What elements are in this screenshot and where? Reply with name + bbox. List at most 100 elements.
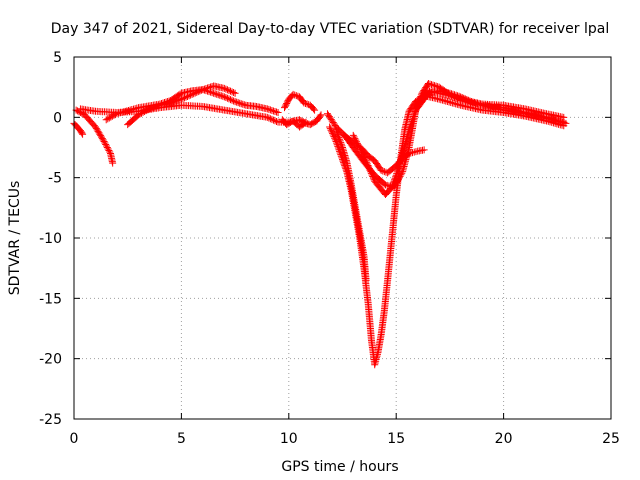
data-point	[220, 93, 228, 101]
data-point	[333, 127, 341, 135]
data-point	[217, 92, 225, 100]
data-point	[174, 96, 182, 104]
series-pass-b	[72, 106, 117, 167]
data-point	[240, 101, 248, 109]
series-pass-d	[102, 86, 282, 124]
data-point	[365, 163, 373, 171]
data-point	[92, 124, 100, 132]
data-point	[107, 113, 115, 121]
x-tick-label: 25	[602, 431, 620, 447]
data-point	[177, 95, 185, 103]
data-point	[326, 123, 334, 131]
data-point	[210, 89, 218, 97]
data-point	[370, 176, 378, 184]
data-point	[101, 139, 109, 147]
data-point	[138, 109, 146, 117]
data-point	[369, 173, 377, 181]
data-point	[97, 133, 105, 141]
data-point	[292, 92, 300, 100]
data-point	[197, 86, 205, 94]
data-point	[406, 124, 414, 132]
data-point	[228, 96, 236, 104]
data-point	[237, 100, 245, 108]
data-point	[265, 105, 273, 113]
data-point	[102, 140, 110, 148]
data-point	[424, 80, 432, 88]
data-point	[202, 85, 210, 93]
data-point	[233, 98, 241, 106]
data-point	[179, 95, 187, 103]
axis-ticks: 0 5 10 15 20 25 -25 -20 -15 -10 -5 0 5	[39, 50, 620, 447]
data-point	[190, 90, 198, 98]
chart-title: Day 347 of 2021, Sidereal Day-to-day VTE…	[51, 21, 609, 37]
y-tick-label: 0	[53, 110, 62, 126]
data-point	[408, 117, 416, 125]
data-point	[411, 108, 419, 116]
data-point	[333, 129, 341, 137]
data-point	[150, 103, 158, 111]
data-point	[269, 107, 277, 115]
data-point	[214, 91, 222, 99]
data-point	[357, 146, 365, 154]
data-point	[336, 135, 344, 143]
data-point	[171, 97, 179, 105]
data-point	[111, 111, 119, 119]
data-point	[266, 106, 274, 114]
data-point	[356, 144, 364, 152]
data-point	[205, 84, 213, 92]
data-point	[361, 154, 369, 162]
data-point	[203, 84, 211, 92]
data-point	[95, 129, 103, 137]
data-point	[338, 142, 346, 150]
data-point	[301, 99, 309, 107]
data-point	[110, 111, 118, 119]
data-point	[367, 169, 375, 177]
data-point	[182, 93, 190, 101]
data-point	[350, 133, 358, 141]
data-point	[411, 109, 419, 117]
x-tick-label: 10	[280, 431, 298, 447]
data-point	[360, 152, 368, 160]
data-point	[173, 97, 181, 105]
data-point	[148, 104, 156, 112]
data-point	[144, 106, 152, 114]
grid-lines	[74, 57, 611, 419]
data-point	[300, 99, 308, 107]
y-tick-label: -20	[39, 352, 62, 368]
data-point	[335, 134, 343, 142]
data-point	[194, 88, 202, 96]
data-point	[447, 90, 455, 98]
data-point	[269, 116, 277, 124]
data-point	[98, 135, 106, 143]
series-pass-f	[281, 90, 319, 114]
data-point	[223, 94, 231, 102]
data-point	[139, 108, 147, 116]
x-tick-label: 5	[177, 431, 186, 447]
data-point	[333, 139, 341, 147]
data-point	[431, 82, 439, 90]
data-point	[463, 96, 471, 104]
data-point	[91, 123, 99, 131]
data-point	[213, 90, 221, 98]
data-point	[410, 113, 418, 121]
data-point	[466, 97, 474, 105]
data-point	[406, 122, 414, 130]
data-point	[78, 129, 86, 137]
data-point	[225, 95, 233, 103]
data-point	[377, 166, 385, 174]
plot-frame	[73, 56, 612, 420]
data-point	[222, 85, 230, 93]
data-point	[268, 106, 276, 114]
data-point	[220, 84, 228, 92]
series-pass-e	[124, 82, 239, 129]
data-point	[104, 145, 112, 153]
data-point	[336, 137, 344, 145]
data-point	[328, 129, 336, 137]
y-tick-label: -25	[39, 412, 62, 428]
data-point	[461, 95, 469, 103]
data-point	[216, 91, 224, 99]
data-point	[199, 86, 207, 94]
data-point	[236, 99, 244, 107]
x-tick-label: 15	[387, 431, 405, 447]
